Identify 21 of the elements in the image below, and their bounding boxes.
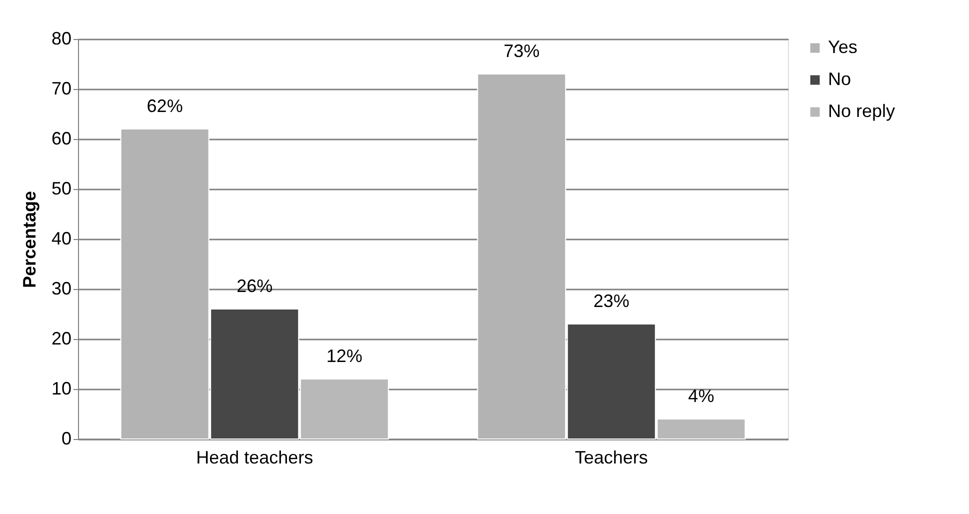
data-label: 73%	[504, 41, 540, 61]
y-tick-label: 60	[51, 128, 72, 148]
y-tick-label: 70	[51, 78, 72, 98]
data-label: 62%	[146, 96, 183, 116]
legend-label: Yes	[828, 37, 858, 57]
y-tick-label: 50	[51, 178, 72, 198]
y-tick-label: 40	[51, 228, 72, 248]
y-axis-title: Percentage	[19, 190, 40, 288]
data-label: 4%	[688, 386, 714, 406]
x-tick-label: Teachers	[574, 448, 648, 468]
legend-label: No	[828, 69, 852, 89]
y-tick-label: 20	[51, 328, 72, 348]
data-label: 12%	[326, 346, 362, 366]
y-tick-label: 0	[61, 428, 72, 448]
x-tick-label: Head teachers	[196, 448, 314, 468]
data-label: 26%	[236, 276, 273, 296]
y-tick-label: 30	[51, 278, 72, 298]
legend-label: No reply	[828, 101, 896, 121]
data-label: 23%	[593, 291, 630, 311]
y-tick-label: 80	[51, 28, 72, 48]
y-tick-label: 10	[51, 378, 72, 398]
